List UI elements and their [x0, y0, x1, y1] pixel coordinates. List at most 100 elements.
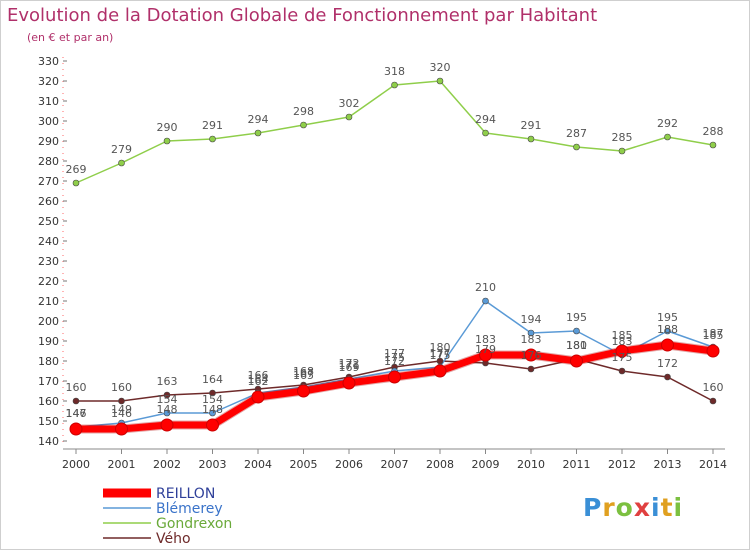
x-tick-label: 2011 — [563, 458, 591, 471]
data-point-gondrexon — [482, 129, 489, 137]
y-tick-label: 220 — [38, 275, 59, 288]
data-label-veho: 175 — [612, 351, 633, 364]
y-tick-label: 280 — [38, 155, 59, 168]
data-point-blemerey — [482, 297, 489, 305]
data-label-veho: 180 — [430, 341, 451, 354]
x-tick-label: 2013 — [654, 458, 682, 471]
data-point-reillon — [69, 422, 83, 436]
axes: 140 150 160 170 180 190 200 210 220 230 240 250 260 2… — [38, 55, 727, 471]
data-labels: 269 279 290 291 294 298 302 318 320 294 291 287 285 2… — [66, 61, 724, 420]
data-label-veho: 160 — [111, 381, 132, 394]
data-label-veho: 179 — [475, 343, 496, 356]
data-point-gondrexon — [209, 135, 216, 143]
data-label-reillon: 183 — [521, 333, 542, 346]
data-point-gondrexon — [118, 159, 125, 167]
data-label-reillon: 185 — [703, 329, 724, 342]
data-point-veho — [118, 397, 125, 405]
data-point-reillon — [342, 376, 356, 390]
data-point-gondrexon — [618, 147, 626, 155]
x-tick-label: 2004 — [244, 458, 272, 471]
data-point-reillon — [433, 364, 447, 378]
data-label-reillon: 165 — [293, 369, 314, 382]
data-point-gondrexon — [436, 77, 444, 85]
data-label-gondrexon: 288 — [703, 125, 724, 138]
logo-letter: x — [633, 493, 651, 522]
data-point-blemerey — [573, 327, 580, 335]
data-point-reillon — [388, 370, 401, 384]
data-label-blemerey: 167 — [293, 367, 314, 380]
data-point-veho — [72, 397, 80, 405]
y-tick-label: 330 — [38, 55, 59, 68]
data-label-veho: 172 — [657, 357, 678, 370]
data-label-gondrexon: 320 — [430, 61, 451, 74]
data-point-gondrexon — [664, 133, 671, 141]
data-label-veho: 181 — [566, 339, 587, 352]
legend-label-gondrexon: Gondrexon — [156, 516, 232, 532]
data-label-reillon: 169 — [339, 361, 360, 374]
proxiti-logo: Proxiti — [583, 493, 683, 522]
data-point-blemerey — [527, 329, 535, 337]
data-label-veho: 160 — [703, 381, 724, 394]
data-label-reillon: 188 — [657, 323, 678, 336]
data-label-gondrexon: 269 — [66, 163, 87, 176]
x-tick-label: 2000 — [62, 458, 90, 471]
data-label-reillon: 162 — [248, 375, 269, 388]
data-label-gondrexon: 287 — [566, 127, 587, 140]
data-label-reillon: 148 — [202, 403, 223, 416]
y-tick-label: 200 — [38, 315, 59, 328]
y-tick-label: 150 — [38, 415, 59, 428]
data-point-reillon — [251, 390, 265, 404]
data-label-gondrexon: 279 — [111, 143, 132, 156]
data-point-gondrexon — [254, 129, 262, 137]
y-tick-label: 160 — [38, 395, 59, 408]
y-tick-label: 240 — [38, 235, 59, 248]
x-tick-label: 2006 — [335, 458, 363, 471]
data-point-blemerey — [209, 409, 216, 417]
logo-letter: t — [660, 493, 674, 522]
data-label-reillon: 183 — [475, 333, 496, 346]
data-label-reillon: 185 — [612, 329, 633, 342]
data-point-gondrexon — [527, 135, 535, 143]
y-tick-label: 170 — [38, 375, 59, 388]
x-tick-label: 2001 — [108, 458, 136, 471]
data-label-veho: 177 — [384, 347, 405, 360]
x-tick-label: 2010 — [517, 458, 545, 471]
data-label-gondrexon: 285 — [612, 131, 633, 144]
data-point-blemerey — [163, 409, 171, 417]
data-label-gondrexon: 294 — [248, 113, 269, 126]
y-tick-label: 300 — [38, 115, 59, 128]
data-label-reillon: 175 — [430, 349, 451, 362]
data-point-veho — [664, 373, 671, 381]
data-label-veho: 166 — [248, 369, 269, 382]
data-point-reillon — [706, 344, 720, 358]
data-label-reillon: 172 — [384, 355, 405, 368]
legend-label-reillon: REILLON — [156, 486, 215, 502]
data-point-gondrexon — [709, 141, 717, 149]
data-label-blemerey: 147 — [66, 407, 87, 420]
data-point-veho — [527, 365, 535, 373]
data-label-reillon: 180 — [566, 339, 587, 352]
data-label-gondrexon: 298 — [293, 105, 314, 118]
data-label-blemerey: 171 — [339, 359, 360, 372]
y-tick-label: 190 — [38, 335, 59, 348]
data-point-veho — [618, 367, 626, 375]
logo-letter: r — [602, 493, 616, 522]
data-label-gondrexon: 318 — [384, 65, 405, 78]
x-tick-label: 2009 — [472, 458, 500, 471]
data-point-reillon — [661, 338, 674, 352]
data-label-blemerey: 187 — [703, 327, 724, 340]
logo-letter: i — [651, 493, 661, 522]
data-label-blemerey: 183 — [612, 335, 633, 348]
data-label-blemerey: 149 — [111, 403, 132, 416]
data-label-gondrexon: 292 — [657, 117, 678, 130]
logo-letter: P — [583, 493, 603, 522]
legend-label-veho: Vého — [156, 531, 191, 547]
data-label-blemerey: 154 — [157, 393, 178, 406]
data-label-gondrexon: 294 — [475, 113, 496, 126]
data-label-blemerey: 175 — [384, 351, 405, 364]
data-point-reillon — [160, 418, 174, 432]
logo-letter: i — [673, 493, 684, 522]
data-label-veho: 163 — [157, 375, 178, 388]
